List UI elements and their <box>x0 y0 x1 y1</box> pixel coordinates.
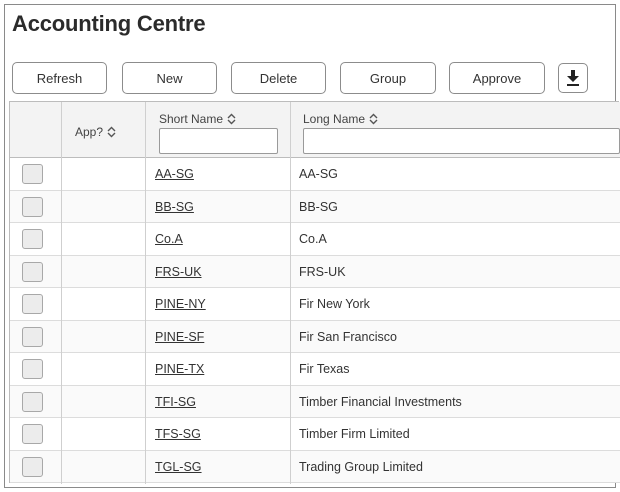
row-select-checkbox[interactable] <box>22 229 43 249</box>
long-name-cell: BB-SG <box>299 199 338 214</box>
column-divider <box>290 102 291 484</box>
table-row[interactable]: PINE-NY Fir New York <box>10 288 620 321</box>
table-row[interactable]: AA-SG AA-SG <box>10 158 620 191</box>
long-name-cell: AA-SG <box>299 167 338 181</box>
short-name-link[interactable]: TGL-SG <box>155 459 202 474</box>
download-icon <box>567 70 579 86</box>
table-row[interactable]: TFI-SG Timber Financial Investments <box>10 385 620 418</box>
long-name-cell: Fir Texas <box>299 362 350 376</box>
column-header-app[interactable]: App? <box>75 125 116 139</box>
column-header-long-name[interactable]: Long Name <box>303 112 378 126</box>
short-name-link[interactable]: Co.A <box>155 232 183 246</box>
long-name-cell: Fir San Francisco <box>299 329 397 344</box>
long-name-cell: Timber Firm Limited <box>299 427 410 441</box>
table-row[interactable]: FRS-UK FRS-UK <box>10 255 620 288</box>
row-select-checkbox[interactable] <box>22 294 43 314</box>
short-name-link[interactable]: TFS-SG <box>155 427 201 441</box>
long-name-cell: Timber Financial Investments <box>299 394 462 409</box>
group-button[interactable]: Group <box>340 62 436 94</box>
table-row[interactable]: PINE-SF Fir San Francisco <box>10 320 620 353</box>
row-select-checkbox[interactable] <box>22 359 43 379</box>
short-name-link[interactable]: PINE-SF <box>155 329 205 344</box>
table-row[interactable]: Co.A Co.A <box>10 223 620 256</box>
column-label-app: App? <box>75 125 104 139</box>
table-header: App? Short Name Long Name <box>10 102 620 158</box>
table-row[interactable]: TFS-SG Timber Firm Limited <box>10 418 620 451</box>
row-select-checkbox[interactable] <box>22 424 43 444</box>
column-label-long-name: Long Name <box>303 112 366 126</box>
short-name-link[interactable]: TFI-SG <box>155 394 196 409</box>
short-name-link[interactable]: FRS-UK <box>155 264 202 279</box>
table-row[interactable]: PINE-TX Fir Texas <box>10 353 620 386</box>
approve-button[interactable]: Approve <box>449 62 545 94</box>
download-button[interactable] <box>558 63 588 93</box>
sort-icon[interactable] <box>107 126 116 138</box>
short-name-link[interactable]: BB-SG <box>155 199 194 214</box>
column-label-short-name: Short Name <box>159 112 224 126</box>
sort-icon[interactable] <box>227 113 236 125</box>
column-divider <box>61 102 62 484</box>
delete-button[interactable]: Delete <box>231 62 326 94</box>
table-body: AA-SG AA-SG BB-SG BB-SG Co.A Co.A FRS-UK FRS-UK… <box>10 158 620 484</box>
long-name-cell: Fir New York <box>299 297 370 311</box>
row-select-checkbox[interactable] <box>22 164 43 184</box>
long-name-cell: FRS-UK <box>299 264 346 279</box>
new-button[interactable]: New <box>122 62 217 94</box>
row-select-checkbox[interactable] <box>22 456 43 477</box>
short-name-filter-input[interactable] <box>159 128 278 154</box>
table-row[interactable]: TGL-SG Trading Group Limited <box>10 450 620 483</box>
short-name-link[interactable]: AA-SG <box>155 167 194 181</box>
long-name-filter-input[interactable] <box>303 128 620 154</box>
short-name-link[interactable]: PINE-TX <box>155 362 205 376</box>
column-header-short-name[interactable]: Short Name <box>159 112 236 126</box>
long-name-cell: Trading Group Limited <box>299 459 423 474</box>
short-name-link[interactable]: PINE-NY <box>155 297 206 311</box>
row-select-checkbox[interactable] <box>22 326 43 347</box>
row-select-checkbox[interactable] <box>22 261 43 282</box>
page-title: Accounting Centre <box>12 11 206 36</box>
table-row[interactable]: BB-SG BB-SG <box>10 190 620 223</box>
row-select-checkbox[interactable] <box>22 391 43 412</box>
long-name-cell: Co.A <box>299 232 327 246</box>
row-select-checkbox[interactable] <box>22 196 43 217</box>
refresh-button[interactable]: Refresh <box>12 62 107 94</box>
column-divider <box>145 102 146 484</box>
accounts-table: App? Short Name Long Name AA-SG AA-SG BB-S… <box>9 101 620 484</box>
sort-icon[interactable] <box>369 113 378 125</box>
